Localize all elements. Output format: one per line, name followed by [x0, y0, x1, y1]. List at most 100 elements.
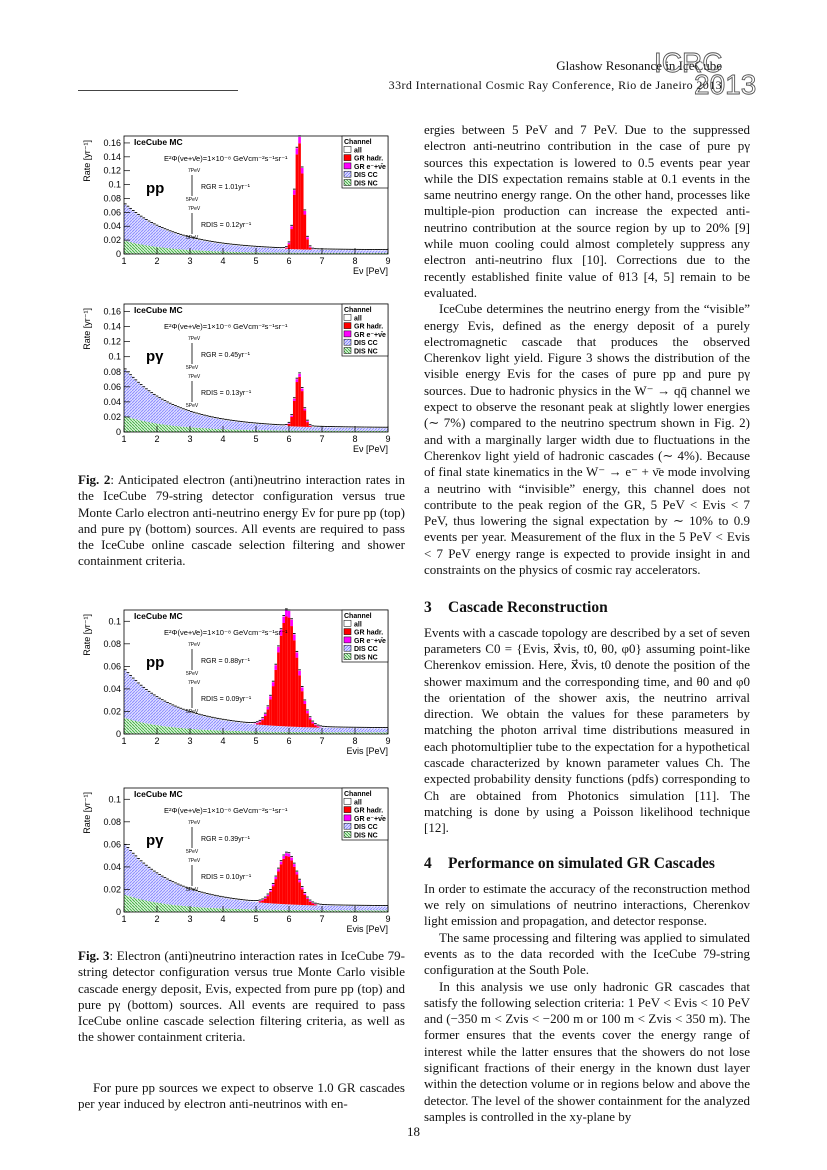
x-tick-label: 3	[187, 736, 192, 746]
dis-cc-bar	[282, 248, 286, 253]
dis-cc-bar	[369, 428, 373, 431]
gr-hadr-bar	[287, 244, 291, 250]
dis-cc-bar	[190, 890, 193, 907]
dis-nc-bar	[147, 723, 151, 734]
dis-nc-bar	[345, 910, 349, 912]
dis-nc-bar	[372, 910, 375, 912]
flux-label: E²Φ(νe+ν̄e)=1×10⁻⁸ GeVcm⁻²s⁻¹sr⁻¹	[164, 628, 288, 637]
dis-nc-bar	[229, 251, 233, 254]
dis-cc-bar	[261, 724, 264, 732]
dis-cc-bar	[337, 427, 341, 431]
dis-nc-bar	[308, 430, 312, 432]
integral-upper: 7PeV	[188, 642, 201, 648]
dis-cc-bar	[340, 250, 344, 253]
dis-cc-bar	[240, 246, 243, 252]
dis-nc-bar	[271, 252, 275, 254]
dis-cc-bar	[219, 719, 222, 731]
x-tick-label: 2	[154, 256, 159, 266]
dis-nc-bar	[242, 731, 246, 734]
rate-gr-label: RGR = 1.01yr⁻¹	[201, 184, 251, 191]
dis-cc-bar	[226, 420, 230, 430]
dis-nc-bar	[124, 240, 127, 254]
dis-cc-bar	[139, 385, 143, 421]
dis-nc-bar	[192, 906, 196, 912]
dis-cc-bar	[314, 249, 317, 253]
dis-nc-bar	[358, 252, 362, 254]
rate-gr-label: RGR = 0.88yr⁻¹	[201, 658, 251, 665]
dis-cc-bar	[277, 248, 280, 253]
dis-cc-bar	[245, 423, 249, 430]
fig3-caption-text: : Electron (anti)neutrino interaction ra…	[78, 948, 405, 1045]
gr-e-bar	[300, 687, 304, 692]
dis-nc-bar	[145, 245, 148, 254]
dis-cc-bar	[369, 728, 373, 733]
dis-nc-bar	[382, 732, 386, 734]
dis-cc-bar	[155, 397, 159, 424]
dis-cc-bar	[361, 250, 365, 253]
dis-nc-bar	[374, 732, 378, 734]
dis-nc-bar	[324, 430, 328, 432]
section-3-heading: 3 Cascade Reconstruction	[424, 599, 750, 617]
dis-nc-bar	[311, 430, 315, 432]
dis-cc-bar	[216, 243, 220, 252]
dis-nc-bar	[324, 732, 328, 734]
dis-cc-bar	[343, 250, 346, 253]
x-tick-label: 7	[319, 434, 324, 444]
dis-cc-bar	[208, 242, 212, 252]
gr-e-bar	[287, 611, 291, 618]
fig2-bottom-svg: 0 0.02 0.04 0.06 0.08 0.1 0.12 0.14 0.16 1 2 3 4 5 6 7 8…	[82, 303, 391, 454]
gr-e-bar	[292, 634, 296, 641]
dis-nc-bar	[174, 425, 177, 432]
dis-nc-bar	[364, 252, 367, 254]
dis-cc-bar	[277, 425, 280, 431]
gr-hadr-bar	[295, 154, 299, 250]
y-tick-label: 0.14	[103, 322, 121, 332]
dis-nc-bar	[348, 910, 352, 912]
dis-nc-bar	[176, 905, 180, 912]
dis-nc-bar	[145, 900, 148, 912]
dis-nc-bar	[253, 429, 256, 432]
dis-cc-bar	[290, 904, 293, 910]
gr-e-bar	[292, 864, 296, 867]
gr-e-bar	[308, 246, 312, 248]
dis-cc-bar	[300, 426, 304, 431]
dis-nc-bar	[234, 251, 238, 254]
gr-e-bar	[295, 148, 299, 155]
dis-nc-bar	[329, 732, 333, 734]
x-tick-label: 6	[286, 256, 291, 266]
rate-dis-label: RDIS = 0.09yr⁻¹	[201, 696, 252, 703]
dis-cc-bar	[242, 723, 246, 732]
gr-hadr-bar	[271, 686, 275, 726]
y-tick-label: 0.1	[108, 616, 121, 626]
dis-nc-bar	[348, 252, 352, 254]
dis-cc-bar	[248, 723, 251, 732]
dis-nc-bar	[356, 732, 359, 734]
dis-cc-bar	[300, 249, 304, 253]
dis-nc-bar	[184, 906, 188, 912]
y-tick-label: 0.1	[108, 352, 121, 362]
legend-swatch	[343, 170, 352, 178]
dis-nc-bar	[153, 423, 156, 432]
gr-e-bar	[308, 901, 312, 902]
gr-hadr-bar	[295, 382, 299, 427]
gr-e-bar	[306, 237, 309, 240]
dis-cc-bar	[195, 239, 198, 251]
dis-nc-bar	[343, 732, 346, 734]
dis-nc-bar	[385, 910, 388, 912]
legend-swatch	[343, 347, 352, 354]
gr-e-bar	[300, 388, 304, 392]
dis-nc-bar	[245, 252, 249, 254]
dis-cc-bar	[174, 883, 177, 906]
section-3-number: 3	[424, 599, 432, 617]
dis-cc-bar	[322, 427, 325, 431]
dis-nc-bar	[237, 429, 241, 432]
dis-nc-bar	[145, 421, 148, 432]
dis-cc-bar	[322, 249, 325, 253]
dis-nc-bar	[203, 729, 206, 734]
dis-nc-bar	[322, 430, 325, 432]
dis-nc-bar	[361, 910, 365, 912]
dis-nc-bar	[160, 424, 164, 432]
gr-e-bar	[303, 893, 307, 895]
dis-nc-bar	[226, 251, 230, 254]
